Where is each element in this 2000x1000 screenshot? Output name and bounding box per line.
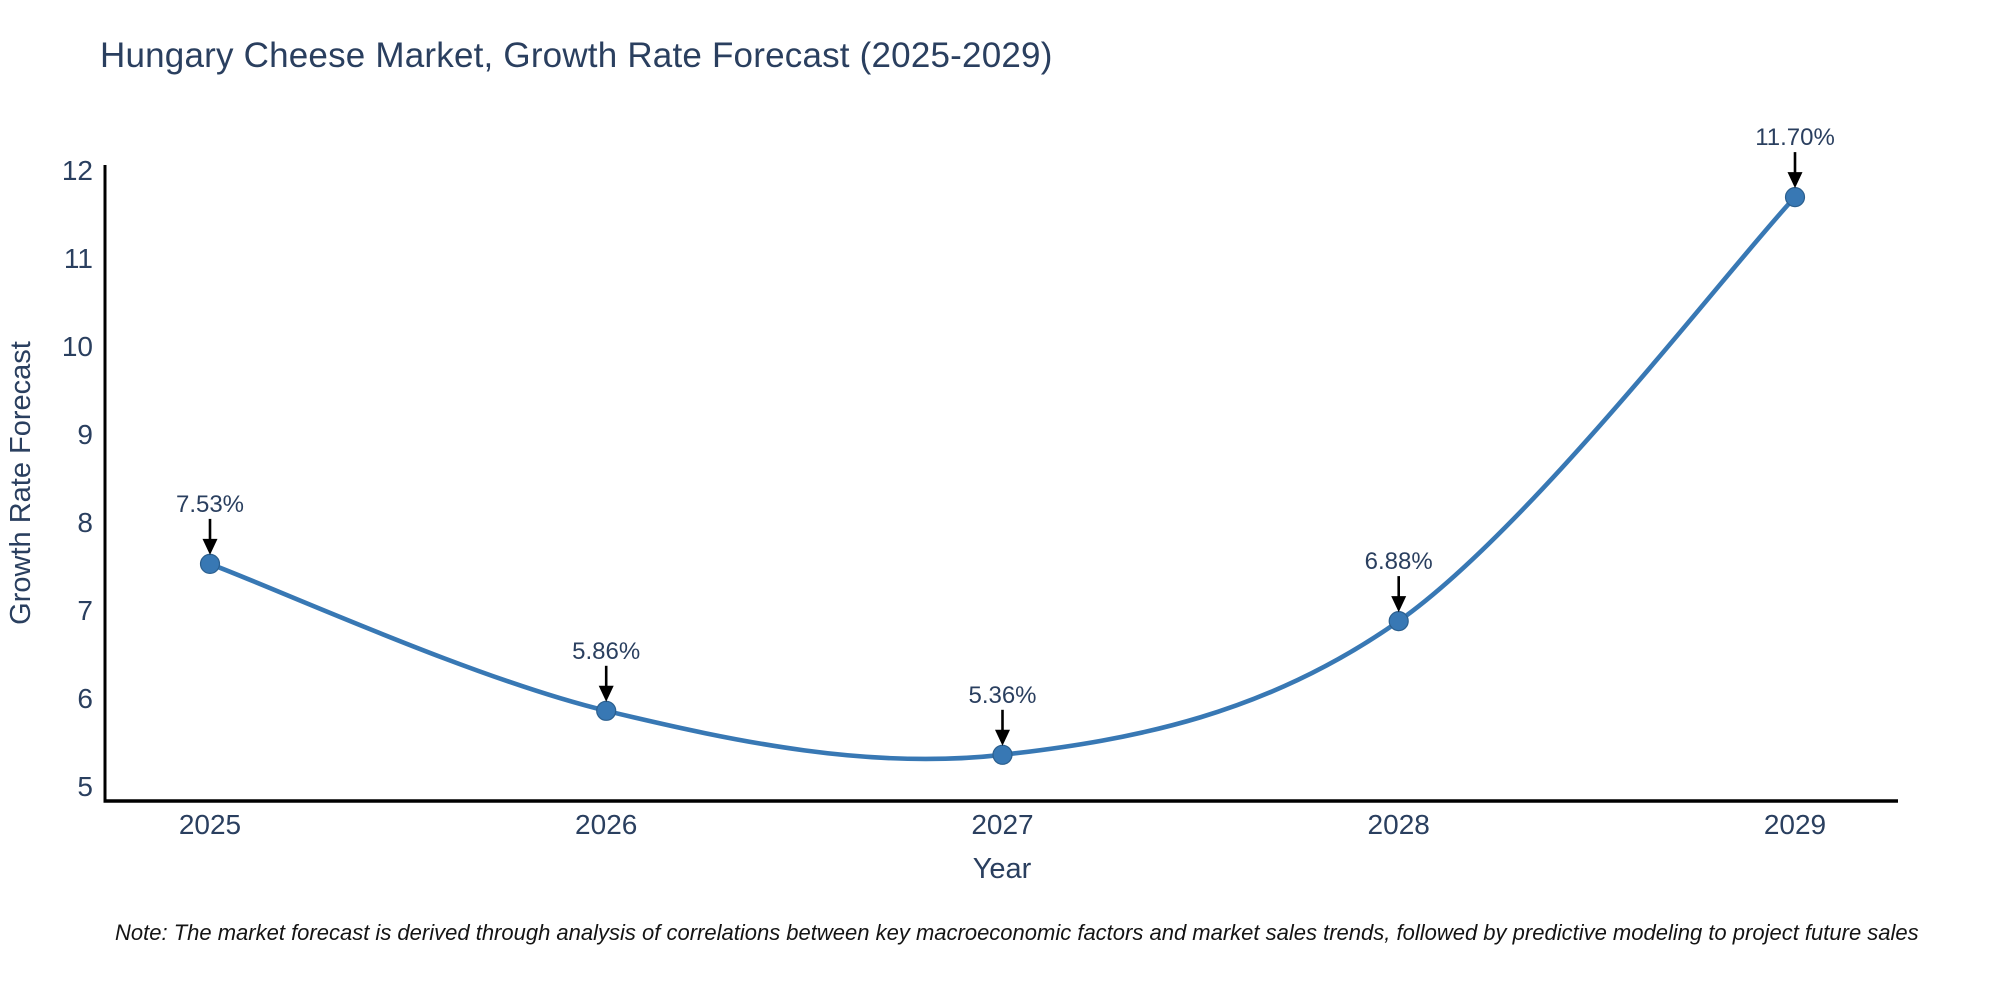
annotation-arrowhead-icon — [598, 685, 614, 702]
y-tick-label: 11 — [64, 243, 93, 274]
x-axis-title: Year — [973, 853, 1032, 885]
annotation-arrowhead-icon — [995, 729, 1010, 746]
point-annotation: 11.70% — [1755, 124, 1835, 189]
forecast-line — [207, 194, 1798, 762]
x-tick-label: 2026 — [575, 809, 637, 840]
point-annotation: 5.36% — [968, 682, 1037, 746]
y-tick-label: 9 — [77, 419, 93, 450]
data-label: 5.86% — [572, 638, 640, 665]
y-tick-label: 5 — [77, 771, 93, 802]
data-point-marker — [1388, 610, 1409, 632]
x-tick-label: 2029 — [1764, 809, 1826, 840]
data-label: 7.53% — [176, 491, 244, 518]
x-tick-label: 2028 — [1368, 809, 1430, 840]
annotation-arrowhead-icon — [1787, 172, 1803, 189]
data-label: 6.88% — [1365, 548, 1433, 575]
y-tick-label: 8 — [77, 507, 93, 538]
y-tick-label: 12 — [62, 155, 93, 186]
data-point-marker — [1784, 187, 1806, 208]
x-tick-label: 2027 — [971, 809, 1033, 840]
y-tick-label: 7 — [77, 595, 93, 626]
annotation-arrowhead-icon — [202, 538, 218, 555]
data-point-marker — [199, 553, 221, 575]
data-point-marker — [992, 744, 1013, 765]
data-label: 11.70% — [1755, 124, 1835, 151]
chart-title: Hungary Cheese Market, Growth Rate Forec… — [100, 36, 1053, 75]
footnote: Note: The market forecast is derived thr… — [115, 920, 1919, 945]
data-point-marker — [596, 700, 617, 721]
point-annotation: 7.53% — [176, 491, 244, 555]
point-annotation: 6.88% — [1365, 548, 1433, 613]
y-tick-label: 10 — [62, 331, 93, 362]
data-label: 5.36% — [968, 682, 1036, 709]
y-tick-label: 6 — [77, 683, 93, 714]
x-tick-label: 2025 — [179, 809, 241, 840]
point-annotation: 5.86% — [572, 638, 640, 702]
y-axis-title: Growth Rate Forecast — [5, 341, 37, 625]
annotation-arrowhead-icon — [1391, 596, 1407, 613]
